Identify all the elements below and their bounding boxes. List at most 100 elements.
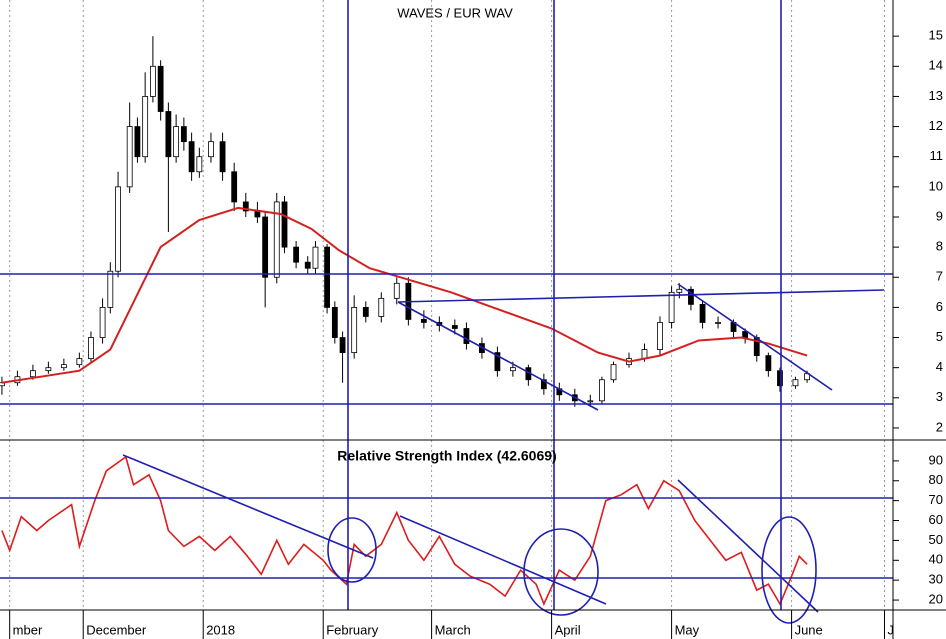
candle-body: [60, 364, 67, 369]
candle-body: [688, 288, 694, 305]
candle-body: [134, 126, 141, 158]
candle-body: [451, 325, 458, 329]
candle-body: [281, 201, 288, 248]
panel-title: Relative Strength Index (42.6069): [337, 448, 556, 464]
y-tick-label: 6: [936, 299, 943, 314]
candle-body: [45, 367, 52, 372]
y-tick-label: 40: [929, 552, 943, 567]
y-tick-label: 60: [929, 512, 943, 527]
candle-body: [777, 370, 783, 387]
y-tick-label: 15: [929, 28, 943, 43]
y-tick-label: 80: [929, 472, 943, 487]
candle-body: [293, 246, 300, 263]
marks: [0, 36, 810, 607]
candle-body: [219, 141, 226, 173]
candle-body: [208, 141, 214, 158]
candle-body: [393, 282, 400, 299]
candle-body: [88, 337, 94, 360]
x-tick-label: April: [555, 622, 581, 637]
candle-body: [494, 352, 501, 372]
candle-body: [792, 379, 799, 387]
candle-body: [142, 96, 149, 158]
candle-body: [463, 328, 470, 344]
x-tick-label: J: [887, 622, 894, 637]
y-tick-label: 5: [936, 329, 943, 344]
y-tick-label: 3: [936, 389, 943, 404]
moving-average: [1, 206, 808, 384]
candle-body: [339, 337, 346, 354]
candle-body: [312, 246, 319, 269]
candle-body: [378, 297, 385, 317]
candle-body: [599, 379, 605, 402]
candle-body: [742, 331, 749, 338]
candle-body: [657, 322, 663, 350]
x-tick-label: 2018: [206, 622, 235, 637]
candle-body: [304, 261, 311, 269]
candle-body: [242, 201, 249, 212]
candle-body: [587, 400, 594, 403]
trend-line: [397, 301, 599, 411]
candle-body: [149, 65, 156, 97]
x-tick-label: December: [86, 622, 147, 637]
candle-body: [540, 379, 547, 390]
y-tick-label: 10: [929, 178, 943, 193]
candle-body: [676, 288, 683, 293]
candle-body: [188, 141, 195, 173]
trend-line: [399, 515, 607, 605]
highlight-ellipse: [523, 528, 599, 616]
candle-body: [157, 65, 164, 112]
candle-body: [231, 171, 238, 203]
y-tick-label: 12: [929, 118, 943, 133]
trend-line: [397, 289, 885, 303]
rsi-line: [1, 455, 808, 607]
candle-body: [30, 370, 36, 378]
y-tick-label: 7: [936, 269, 943, 284]
highlight-ellipse: [327, 517, 377, 583]
y-tick-label: 2: [936, 419, 943, 434]
candle-body: [115, 186, 121, 272]
candle-body: [173, 126, 180, 158]
candle-body: [273, 201, 280, 278]
y-tick-label: 30: [929, 572, 943, 587]
candle-body: [362, 306, 369, 317]
candle-body: [699, 303, 706, 323]
x-tick-label: June: [795, 622, 823, 637]
grid: [9, 0, 885, 610]
x-tick-label: mber: [13, 622, 43, 637]
y-tick-label: 9: [936, 208, 943, 223]
candle-body: [715, 322, 721, 324]
candle-body: [126, 126, 133, 188]
y-tick-label: 4: [936, 359, 943, 374]
x-tick-label: February: [326, 622, 379, 637]
annotations: [0, 0, 893, 624]
trend-line: [677, 479, 819, 613]
candle-body: [180, 126, 187, 143]
candle-body: [324, 246, 330, 308]
candle-body: [420, 319, 427, 323]
y-tick-label: 14: [929, 58, 943, 73]
candle-body: [765, 355, 772, 372]
candle-body: [165, 111, 172, 158]
y-tick-label: 20: [929, 591, 943, 606]
candle-body: [262, 216, 269, 278]
y-tick-label: 8: [936, 239, 943, 254]
y-tick-label: 13: [929, 88, 943, 103]
candle-body: [196, 156, 203, 173]
candle-body: [351, 306, 358, 354]
candle-body: [509, 367, 516, 372]
y-tick-label: 90: [929, 452, 943, 467]
trend-line: [677, 283, 833, 391]
candle-body: [99, 306, 106, 338]
y-tick-label: 11: [930, 148, 944, 163]
x-tick-label: March: [435, 622, 471, 637]
chart-title: WAVES / EUR WAV: [397, 5, 513, 20]
candle-body: [76, 358, 83, 366]
candle-body: [331, 306, 338, 338]
candle-body: [668, 291, 675, 323]
highlight-ellipse: [761, 516, 817, 624]
y-tick-label: 70: [929, 492, 943, 507]
y-tick-label: 50: [929, 532, 943, 547]
candle-body: [610, 364, 617, 381]
trend-line: [122, 454, 374, 559]
